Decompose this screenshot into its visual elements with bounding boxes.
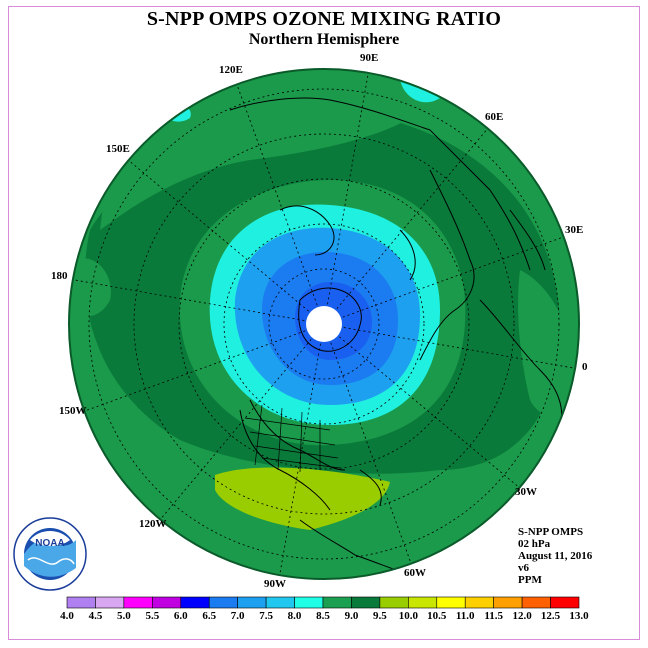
lon-label-60e: 60E: [485, 111, 503, 123]
colorbar-swatch: [294, 596, 324, 609]
colorbar-swatch: [237, 596, 267, 609]
contour-8.0-east: [518, 270, 576, 415]
info-date: August 11, 2016: [518, 550, 593, 562]
colorbar-swatch: [123, 596, 153, 609]
pole-no-data: [306, 306, 342, 342]
colorbar-label: 11.0: [456, 610, 475, 622]
graticule: [69, 69, 579, 579]
colorbar-label: 10.5: [427, 610, 447, 622]
colorbar-label: 9.0: [345, 610, 359, 622]
lon-label-120e: 120E: [219, 64, 243, 76]
colorbar-swatch: [379, 596, 409, 609]
colorbar-label: 13.0: [569, 610, 589, 622]
logo-text: NOAA: [35, 538, 64, 549]
colorbar-label: 6.5: [202, 610, 216, 622]
colorbar-label: 7.5: [259, 610, 273, 622]
colorbar-swatch: [351, 596, 381, 609]
lon-label-30w: 30W: [515, 486, 537, 498]
colorbar-swatch: [95, 596, 125, 609]
colorbar-swatch: [550, 596, 580, 609]
political-boundaries: [244, 404, 341, 473]
colorbar-label: 6.0: [174, 610, 188, 622]
colorbar-label: 9.5: [373, 610, 387, 622]
colorbar-swatch: [436, 596, 466, 609]
colorbar-label: 4.0: [60, 610, 74, 622]
colorbar-swatch: [208, 596, 238, 609]
colorbar-label: 8.5: [316, 610, 330, 622]
colorbar-label: 5.0: [117, 610, 131, 622]
colorbar-swatch: [464, 596, 494, 609]
colorbar-label: 5.5: [145, 610, 159, 622]
figure-frame: [8, 6, 640, 640]
colorbar-label: 12.0: [512, 610, 532, 622]
coastlines: [229, 97, 563, 576]
lon-label-120w: 120W: [139, 518, 167, 530]
lon-label-60w: 60W: [404, 567, 426, 579]
lon-label-150e: 150E: [106, 143, 130, 155]
noaa-logo: NOAA: [13, 517, 87, 591]
colorbar-label: 8.0: [288, 610, 302, 622]
colorbar-swatch: [152, 596, 182, 609]
info-level: 02 hPa: [518, 538, 551, 550]
colorbar-swatch: [265, 596, 295, 609]
map-edge: [68, 68, 580, 580]
colorbar-label: 12.5: [541, 610, 561, 622]
colorbar-swatch: [408, 596, 438, 609]
lon-label-180: 180: [51, 270, 68, 282]
lon-label-30e: 30E: [565, 224, 583, 236]
colorbar-swatch: [521, 596, 551, 609]
colorbar-swatch: [66, 596, 96, 609]
lon-label-0: 0: [582, 361, 588, 373]
colorbar-swatch: [493, 596, 523, 609]
contour-8.0-west: [70, 258, 111, 317]
lon-label-150w: 150W: [59, 405, 87, 417]
map-subtitle: Northern Hemisphere: [248, 31, 400, 48]
info-version: v6: [518, 562, 529, 574]
colorbar-label: 10.0: [399, 610, 419, 622]
colorbar-label: 4.5: [89, 610, 103, 622]
map-title: S-NPP OMPS OZONE MIXING RATIO: [146, 8, 502, 30]
info-units: PPM: [518, 574, 542, 586]
colorbar-swatch: [322, 596, 352, 609]
colorbar-label: 7.0: [231, 610, 245, 622]
lon-label-90e: 90E: [360, 52, 378, 64]
contour-9.5: [215, 467, 390, 530]
info-instrument: S-NPP OMPS: [518, 526, 584, 538]
colorbar-label: 11.5: [484, 610, 503, 622]
lon-label-90w: 90W: [264, 578, 286, 590]
colorbar-swatch: [180, 596, 210, 609]
